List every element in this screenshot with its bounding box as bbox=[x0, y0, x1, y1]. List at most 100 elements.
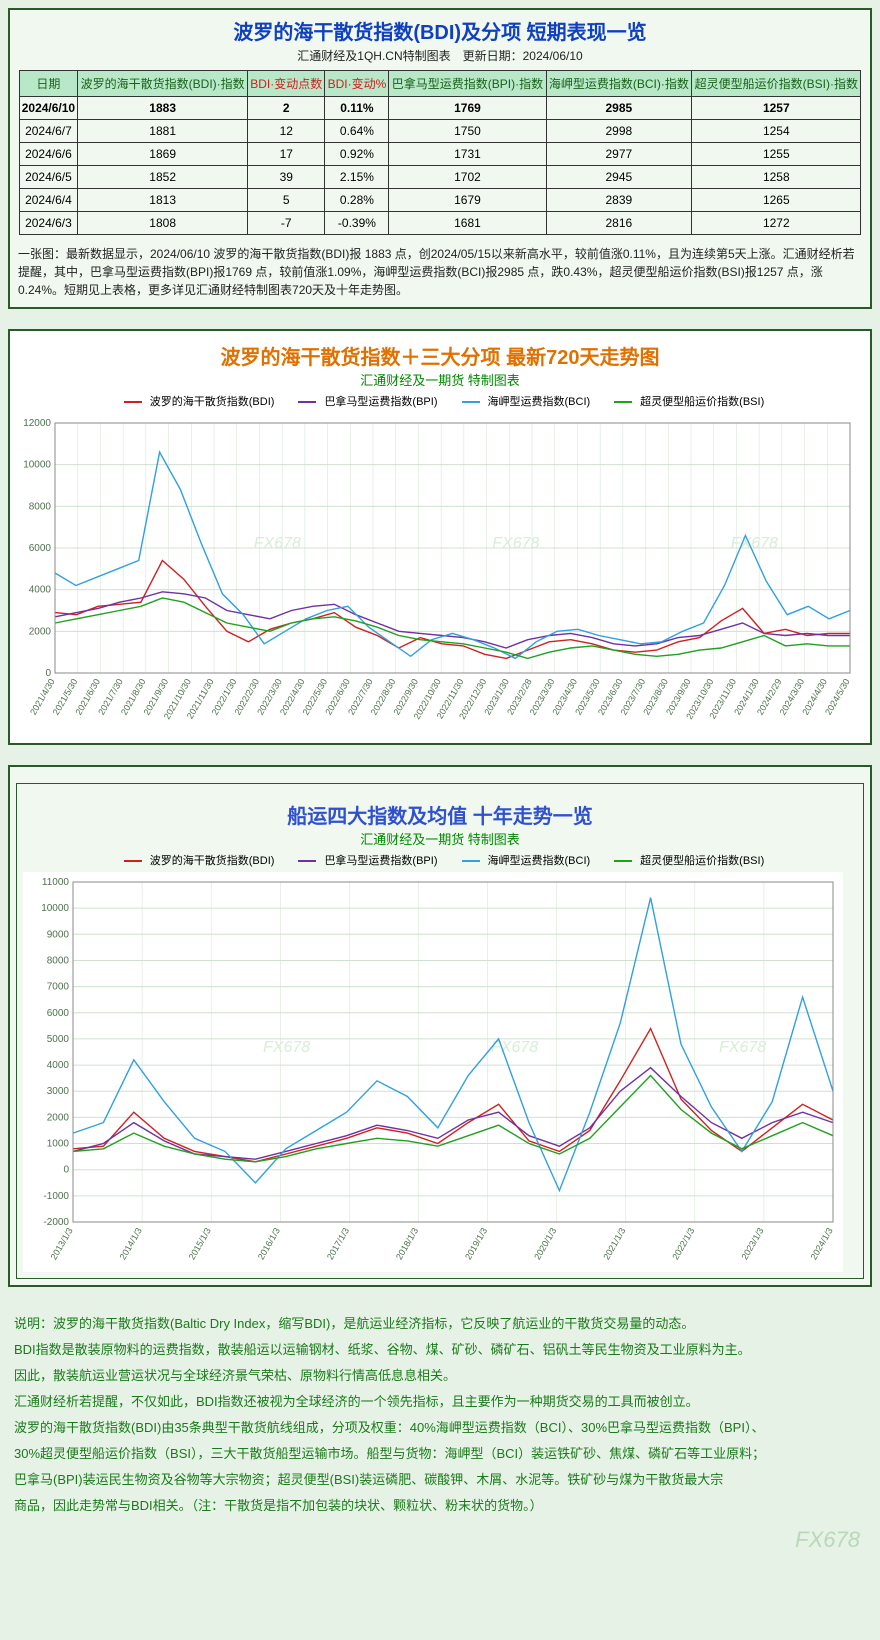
table-cell: 1769 bbox=[389, 97, 546, 120]
table-cell: 1681 bbox=[389, 212, 546, 235]
chart720-legend: 波罗的海干散货指数(BDI) 巴拿马型运费指数(BPI) 海岬型运费指数(BCI) 超… bbox=[10, 393, 870, 409]
table-cell: 1679 bbox=[389, 189, 546, 212]
table-row: 2024/6/31808-7-0.39%168128161272 bbox=[19, 212, 861, 235]
table-panel: 波罗的海干散货指数(BDI)及分项 短期表现一览 汇通财经及1QH.CN特制图表… bbox=[8, 8, 872, 309]
table-summary: 一张图：最新数据显示，2024/06/10 波罗的海干散货指数(BDI)报 18… bbox=[10, 241, 870, 307]
chart10y-inner: 船运四大指数及均值 十年走势一览 汇通财经及一期货 特制图表 波罗的海干散货指数… bbox=[16, 783, 864, 1279]
chart720-title: 波罗的海干散货指数＋三大分项 最新720天走势图 bbox=[10, 341, 870, 370]
note-line: 汇通财经析若提醒，不仅如此，BDI指数还被视为全球经济的一个领先指标，且主要作为… bbox=[14, 1389, 866, 1415]
table-cell: 12 bbox=[248, 120, 325, 143]
legend-item: 波罗的海干散货指数(BDI) bbox=[116, 855, 275, 867]
table-cell: -7 bbox=[248, 212, 325, 235]
svg-text:7000: 7000 bbox=[47, 982, 70, 993]
table-cell: 2024/6/10 bbox=[19, 97, 78, 120]
legend-swatch bbox=[614, 860, 632, 862]
table-header-cell: 巴拿马型运费指数(BPI)·指数 bbox=[389, 71, 546, 97]
table-header-cell: 超灵便型船运价指数(BSI)·指数 bbox=[692, 71, 861, 97]
svg-text:6000: 6000 bbox=[47, 1008, 70, 1019]
legend-item: 海岬型运费指数(BCI) bbox=[454, 396, 591, 408]
svg-text:FX678: FX678 bbox=[254, 535, 301, 552]
svg-text:11000: 11000 bbox=[42, 877, 70, 888]
table-cell: 2816 bbox=[546, 212, 692, 235]
table-header-cell: 海岬型运费指数(BCI)·指数 bbox=[546, 71, 692, 97]
legend-item: 超灵便型船运价指数(BSI) bbox=[606, 855, 764, 867]
note-line: 30%超灵便型船运价指数（BSI），三大干散货船型运输市场。船型与货物：海岬型（… bbox=[14, 1441, 866, 1467]
table-cell: -0.39% bbox=[325, 212, 389, 235]
table-cell: 2839 bbox=[546, 189, 692, 212]
chart720-svg: 0200040006000800010000120002021/4/302021… bbox=[10, 413, 860, 743]
svg-text:10000: 10000 bbox=[41, 903, 69, 914]
legend-item: 巴拿马型运费指数(BPI) bbox=[290, 396, 437, 408]
note-line: 说明：波罗的海干散货指数(Baltic Dry Index，缩写BDI)，是航运… bbox=[14, 1311, 866, 1337]
footer-watermark: FX678 bbox=[8, 1527, 872, 1553]
svg-text:2000: 2000 bbox=[47, 1112, 70, 1123]
legend-item: 超灵便型船运价指数(BSI) bbox=[606, 396, 764, 408]
table-row: 2024/6/51852392.15%170229451258 bbox=[19, 166, 861, 189]
table-cell: 1852 bbox=[78, 166, 248, 189]
legend-swatch bbox=[614, 401, 632, 403]
notes-block: 说明：波罗的海干散货指数(Baltic Dry Index，缩写BDI)，是航运… bbox=[8, 1307, 872, 1527]
note-line: 因此，散装航运业营运状况与全球经济景气荣枯、原物料行情高低息息相关。 bbox=[14, 1363, 866, 1389]
page-root: 波罗的海干散货指数(BDI)及分项 短期表现一览 汇通财经及1QH.CN特制图表… bbox=[0, 0, 880, 1561]
legend-item: 巴拿马型运费指数(BPI) bbox=[290, 855, 437, 867]
note-line: 波罗的海干散货指数(BDI)由35条典型干散货航线组成，分项及权重：40%海岬型… bbox=[14, 1415, 866, 1441]
table-header-cell: 日期 bbox=[19, 71, 78, 97]
svg-text:FX678: FX678 bbox=[263, 1039, 310, 1056]
svg-text:FX678: FX678 bbox=[491, 1039, 538, 1056]
chart-720-panel: 波罗的海干散货指数＋三大分项 最新720天走势图 汇通财经及一期货 特制图表 波… bbox=[8, 329, 872, 745]
legend-item: 波罗的海干散货指数(BDI) bbox=[116, 396, 275, 408]
table-cell: 1808 bbox=[78, 212, 248, 235]
svg-text:0: 0 bbox=[63, 1165, 69, 1176]
table-title: 波罗的海干散货指数(BDI)及分项 短期表现一览 bbox=[10, 16, 870, 45]
svg-text:3000: 3000 bbox=[47, 1086, 70, 1097]
note-line: 巴拿马(BPI)装运民生物资及谷物等大宗物资；超灵便型(BSI)装运磷肥、碳酸钾… bbox=[14, 1467, 866, 1493]
table-cell: 2 bbox=[248, 97, 325, 120]
svg-text:FX678: FX678 bbox=[492, 535, 539, 552]
table-cell: 5 bbox=[248, 189, 325, 212]
svg-text:FX678: FX678 bbox=[719, 1039, 766, 1056]
table-cell: 1265 bbox=[692, 189, 861, 212]
svg-text:1000: 1000 bbox=[47, 1139, 70, 1150]
table-cell: 2945 bbox=[546, 166, 692, 189]
table-row: 2024/6/4181350.28%167928391265 bbox=[19, 189, 861, 212]
svg-text:9000: 9000 bbox=[47, 929, 70, 940]
table-cell: 17 bbox=[248, 143, 325, 166]
table-cell: 2985 bbox=[546, 97, 692, 120]
svg-text:4000: 4000 bbox=[29, 585, 52, 596]
table-row: 2024/6/71881120.64%175029981254 bbox=[19, 120, 861, 143]
svg-text:10000: 10000 bbox=[23, 460, 51, 471]
table-cell: 1702 bbox=[389, 166, 546, 189]
table-subtitle: 汇通财经及1QH.CN特制图表 更新日期：2024/06/10 bbox=[10, 47, 870, 64]
svg-text:12000: 12000 bbox=[23, 418, 51, 429]
table-cell: 1254 bbox=[692, 120, 861, 143]
table-cell: 2024/6/3 bbox=[19, 212, 78, 235]
table-cell: 2024/6/7 bbox=[19, 120, 78, 143]
chart10y-title: 船运四大指数及均值 十年走势一览 bbox=[23, 800, 857, 829]
chart-10y-panel: 船运四大指数及均值 十年走势一览 汇通财经及一期货 特制图表 波罗的海干散货指数… bbox=[8, 765, 872, 1287]
svg-text:8000: 8000 bbox=[29, 501, 52, 512]
svg-text:4000: 4000 bbox=[47, 1060, 70, 1071]
table-cell: 2.15% bbox=[325, 166, 389, 189]
table-cell: 2024/6/6 bbox=[19, 143, 78, 166]
chart10y-legend: 波罗的海干散货指数(BDI)巴拿马型运费指数(BPI)海岬型运费指数(BCI)超… bbox=[23, 852, 857, 868]
table-cell: 0.92% bbox=[325, 143, 389, 166]
note-line: 商品，因此走势常与BDI相关。（注：干散货是指不加包装的块状、颗粒状、粉末状的货… bbox=[14, 1493, 866, 1519]
table-cell: 1869 bbox=[78, 143, 248, 166]
table-header-cell: 波罗的海干散货指数(BDI)·指数 bbox=[78, 71, 248, 97]
note-line: BDI指数是散装原物料的运费指数，散装船运以运输钢材、纸浆、谷物、煤、矿砂、磷矿… bbox=[14, 1337, 866, 1363]
table-cell: 1257 bbox=[692, 97, 861, 120]
table-row: 2024/6/10188320.11%176929851257 bbox=[19, 97, 861, 120]
table-cell: 1258 bbox=[692, 166, 861, 189]
table-cell: 1883 bbox=[78, 97, 248, 120]
table-cell: 39 bbox=[248, 166, 325, 189]
table-cell: 1813 bbox=[78, 189, 248, 212]
table-cell: 0.28% bbox=[325, 189, 389, 212]
svg-text:8000: 8000 bbox=[47, 955, 70, 966]
svg-text:FX678: FX678 bbox=[731, 535, 778, 552]
legend-swatch bbox=[298, 401, 316, 403]
table-cell: 2024/6/5 bbox=[19, 166, 78, 189]
chart10y-svg: -2000-1000010002000300040005000600070008… bbox=[23, 872, 843, 1272]
legend-swatch bbox=[124, 401, 142, 403]
legend-swatch bbox=[462, 860, 480, 862]
table-cell: 0.64% bbox=[325, 120, 389, 143]
